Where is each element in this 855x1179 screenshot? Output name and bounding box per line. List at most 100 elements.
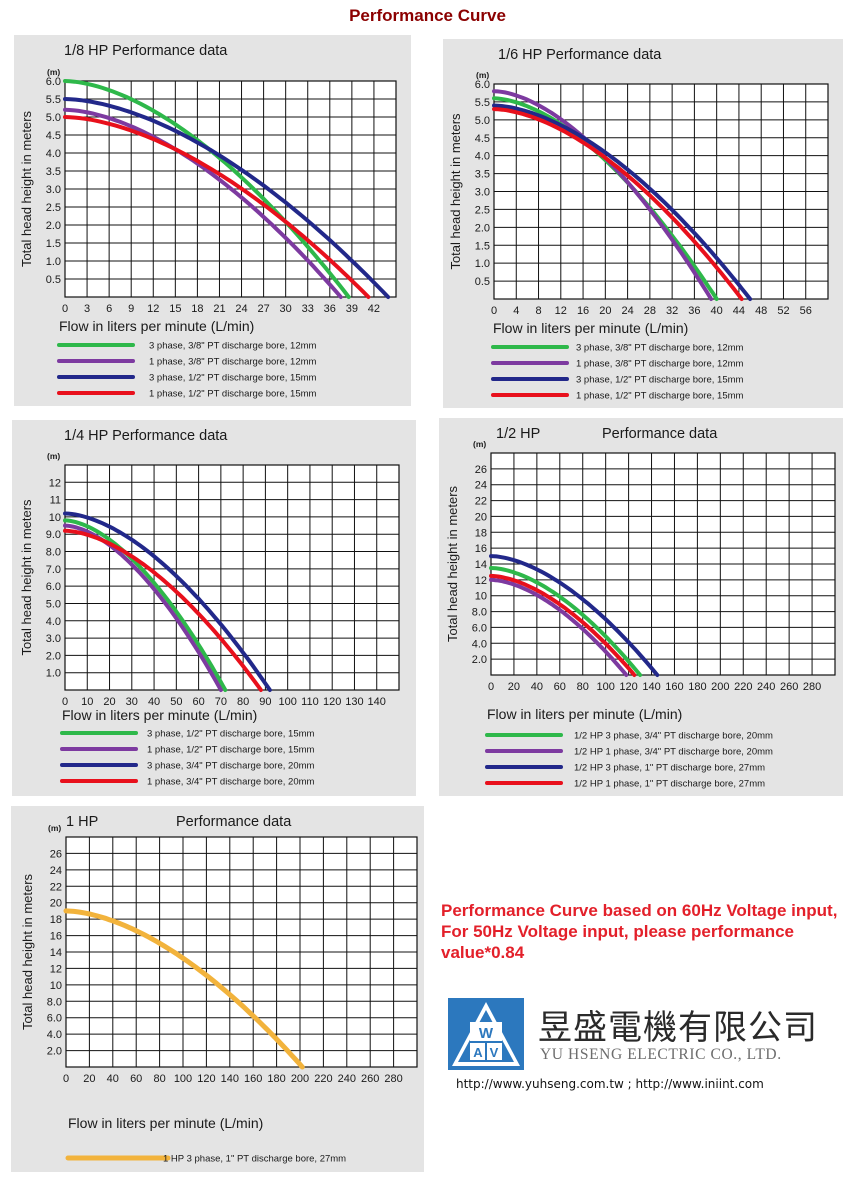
x-tick-label: 40 (711, 305, 723, 317)
x-tick-label: 4 (513, 305, 519, 317)
x-tick-label: 0 (488, 681, 494, 693)
x-tick-label: 42 (368, 303, 380, 315)
x-tick-label: 8 (535, 305, 541, 317)
x-axis-label: Flow in liters per minute (L/min) (62, 707, 257, 723)
legend-label: 1/2 HP 3 phase, 3/4" PT discharge bore, … (574, 731, 773, 742)
company-name-english: YU HSENG ELECTRIC CO., LTD. (540, 1046, 782, 1063)
y-tick-label: 4.0 (475, 151, 490, 163)
chart-title: 1/2 HP (496, 426, 540, 442)
x-tick-label: 130 (345, 696, 363, 708)
series-line (63, 511, 272, 692)
y-tick-label: 6.0 (472, 622, 487, 634)
series-line (492, 103, 753, 301)
y-tick-label: 12 (475, 575, 487, 587)
x-tick-label: 60 (130, 1073, 142, 1085)
x-tick-label: 10 (81, 696, 93, 708)
x-tick-label: 16 (577, 305, 589, 317)
y-tick-label: 24 (475, 480, 487, 492)
y-tick-label: 6.0 (46, 581, 61, 593)
y-tick-label: 9.0 (46, 529, 61, 541)
y-tick-label: 4.5 (46, 130, 61, 142)
chart-1-2hp: 0 20 40 60 80 100 120 140 160 180 200 220 240 260 280 2… (439, 418, 843, 796)
y-tick-label: 3.5 (475, 169, 490, 181)
x-tick-label: 140 (642, 681, 660, 693)
y-tick-label: 1.0 (46, 256, 61, 268)
y-tick-label: 2.0 (472, 654, 487, 666)
y-tick-label: 22 (50, 881, 62, 893)
chart-1-6hp: 0 4 8 12 16 20 24 28 32 36 40 44 48 52 560.51.01.52.02… (443, 39, 843, 408)
x-tick-label: 100 (278, 696, 296, 708)
logo-letter-a: A (473, 1045, 483, 1060)
y-tick-label: 5.0 (475, 115, 490, 127)
page-title: Performance Curve (349, 6, 506, 25)
x-tick-label: 0 (62, 303, 68, 315)
y-tick-label: 1.0 (46, 668, 61, 680)
x-tick-label: 36 (324, 303, 336, 315)
series-line (63, 518, 228, 692)
y-unit-label: (m) (476, 70, 489, 80)
x-tick-label: 220 (314, 1073, 332, 1085)
x-tick-label: 20 (508, 681, 520, 693)
y-tick-label: 2.0 (47, 1046, 62, 1058)
y-tick-label: 4.0 (472, 638, 487, 650)
x-tick-label: 30 (126, 696, 138, 708)
y-tick-label: 11 (50, 495, 61, 507)
x-tick-label: 60 (554, 681, 566, 693)
legend-label: 1 phase, 3/8" PT discharge bore, 12mm (576, 359, 744, 370)
x-tick-label: 100 (174, 1073, 192, 1085)
legend-label: 3 phase, 1/2" PT discharge bore, 15mm (576, 375, 744, 386)
legend-label: 3 phase, 1/2" PT discharge bore, 15mm (149, 373, 317, 384)
legend-label: 1 phase, 3/8" PT discharge bore, 12mm (149, 357, 317, 368)
y-tick-label: 1.5 (475, 240, 490, 252)
y-tick-label: 26 (475, 464, 487, 476)
series-line (489, 577, 629, 677)
x-tick-label: 0 (62, 696, 68, 708)
x-tick-label: 3 (84, 303, 90, 315)
chart-subtitle: Performance data (176, 814, 292, 830)
chart-1-8hp: 0 3 6 9 12 15 18 21 24 27 30 33 36 39 420.51.01.52.02.… (14, 35, 411, 406)
chart-1-4hp: 0 10 20 30 40 50 60 70 80 90 100 110 120 130 140 1.0 2.0… (12, 420, 416, 796)
series-line (63, 115, 371, 299)
y-tick-label: 0.5 (46, 274, 61, 286)
x-tick-label: 200 (711, 681, 729, 693)
y-tick-label: 14 (50, 947, 62, 959)
company-urls[interactable]: http://www.yuhseng.com.tw ; http://www.i… (456, 1077, 764, 1091)
chart-subtitle: Performance data (602, 426, 718, 442)
x-tick-label: 56 (800, 305, 812, 317)
x-tick-label: 260 (780, 681, 798, 693)
x-tick-label: 40 (107, 1073, 119, 1085)
x-tick-label: 280 (803, 681, 821, 693)
x-tick-label: 180 (688, 681, 706, 693)
x-tick-label: 48 (755, 305, 767, 317)
y-tick-label: 2.5 (475, 204, 490, 216)
y-unit-label: (m) (47, 67, 60, 77)
series-line (489, 554, 660, 677)
x-tick-label: 120 (197, 1073, 215, 1085)
x-tick-label: 280 (384, 1073, 402, 1085)
y-tick-label: 24 (50, 865, 62, 877)
x-tick-label: 36 (688, 305, 700, 317)
y-tick-label: 1.5 (46, 238, 61, 250)
y-axis-label: Total head height in meters (448, 113, 463, 270)
x-tick-label: 240 (757, 681, 775, 693)
y-tick-label: 16 (50, 931, 62, 943)
x-tick-label: 60 (192, 696, 204, 708)
x-tick-label: 90 (259, 696, 271, 708)
series-line (492, 107, 744, 301)
x-tick-label: 12 (147, 303, 159, 315)
x-tick-label: 120 (619, 681, 637, 693)
y-tick-label: 5.0 (46, 598, 61, 610)
y-tick-label: 8.0 (47, 996, 62, 1008)
y-tick-label: 12 (49, 477, 61, 489)
chart-title: 1/8 HP Performance data (64, 43, 228, 59)
x-tick-label: 24 (235, 303, 247, 315)
y-tick-label: 3.0 (46, 633, 61, 645)
company-name-chinese: 昱盛電機有限公司 (538, 1008, 818, 1048)
x-tick-label: 200 (291, 1073, 309, 1085)
x-tick-label: 28 (644, 305, 656, 317)
y-tick-label: 12 (50, 963, 62, 975)
y-tick-label: 5.5 (46, 94, 61, 106)
y-tick-label: 26 (50, 848, 62, 860)
y-tick-label: 3.5 (46, 166, 61, 178)
x-tick-label: 52 (777, 305, 789, 317)
